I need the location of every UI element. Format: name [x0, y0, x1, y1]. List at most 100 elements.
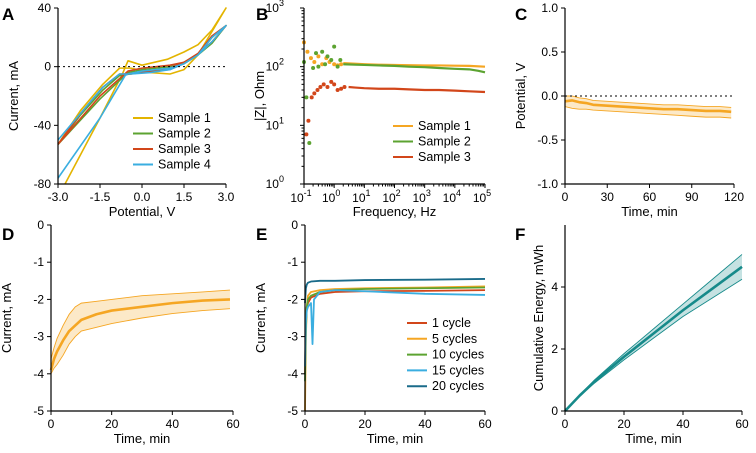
legend-entry: Sample 4	[158, 158, 211, 172]
plot-area	[304, 278, 486, 412]
legend-entry: Sample 1	[418, 119, 471, 133]
x-tick-label: 90	[685, 190, 699, 204]
panel-label: F	[515, 225, 525, 244]
y-tick-label: -1	[287, 255, 298, 269]
x-tick-base: 10	[412, 191, 426, 205]
x-tick-label: -1.5	[90, 190, 111, 204]
series-line	[348, 85, 486, 94]
y-tick-label: 0.0	[541, 89, 558, 103]
data-point	[308, 56, 313, 61]
y-tick-label: -5	[33, 404, 44, 418]
y-tick-label: 1.0	[541, 1, 558, 15]
x-tick-label: 0	[48, 417, 55, 431]
x-tick-label: 103	[412, 188, 430, 205]
mean-line	[564, 99, 732, 114]
x-tick-exponent: 5	[486, 188, 491, 198]
y-tick-exponent: 0	[279, 174, 284, 184]
panel-b-impedance: 10-1 100 101 102 103 104 105100101102103Freque…	[252, 0, 491, 219]
series-line	[343, 63, 486, 74]
y-tick-label: -1.0	[537, 177, 558, 191]
data-point	[304, 132, 309, 137]
x-tick-exponent: 0	[335, 188, 340, 198]
data-point	[312, 91, 317, 96]
x-tick-base: 10	[443, 191, 457, 205]
data-point	[323, 62, 328, 67]
data-point	[320, 49, 325, 54]
y-axis-label: Current, mA	[6, 61, 21, 131]
x-axis-label: Time, min	[114, 431, 171, 446]
plot-area	[564, 95, 732, 119]
data-point	[339, 62, 344, 67]
data-point	[316, 64, 321, 69]
x-tick-label: 120	[724, 190, 744, 204]
plot-area	[57, 7, 227, 185]
y-tick-label: -3	[33, 330, 44, 344]
legend-entry: 10 cycles	[432, 348, 484, 362]
data-point	[329, 79, 334, 84]
x-tick-exponent: -1	[304, 188, 312, 198]
panel-label: B	[256, 5, 268, 24]
data-point	[342, 85, 347, 90]
plot-area	[564, 254, 743, 412]
data-point	[311, 65, 316, 70]
mean-line	[49, 298, 231, 371]
band-lower-line	[50, 308, 231, 375]
x-tick-label: 60	[478, 417, 492, 431]
x-tick-label: -3.0	[48, 190, 69, 204]
data-point	[332, 62, 337, 67]
panel-label: C	[515, 5, 527, 24]
y-axis-label: Current, mA	[0, 283, 14, 353]
x-tick-label: 0	[562, 417, 569, 431]
data-point	[321, 82, 326, 87]
y-tick-base: 10	[266, 1, 280, 15]
data-point	[306, 118, 311, 123]
y-tick-label: 100	[266, 174, 284, 191]
x-tick-label: 1.5	[176, 190, 193, 204]
y-tick-label: 2	[551, 342, 558, 356]
y-tick-label: 101	[266, 115, 284, 132]
y-tick-label: -80	[34, 177, 52, 191]
y-tick-exponent: 3	[279, 0, 284, 8]
y-tick-label: -4	[287, 367, 298, 381]
data-point	[309, 95, 314, 100]
band-lower-line	[564, 278, 743, 412]
x-tick-label: 0	[302, 417, 309, 431]
x-tick-label: 40	[166, 417, 180, 431]
x-tick-exponent: 1	[366, 188, 371, 198]
y-tick-label: 103	[266, 0, 284, 15]
x-tick-exponent: 4	[456, 188, 461, 198]
panel-label: D	[2, 225, 14, 244]
y-tick-base: 10	[266, 177, 280, 191]
x-tick-label: 20	[617, 417, 631, 431]
panel-a-cyclic-voltammetry: -3.0 -1.5 0.0 1.5 3.0 -80 -40 0 40 Potential, V Cu…	[2, 1, 235, 219]
x-axis-label: Time, min	[621, 204, 678, 219]
y-tick-base: 10	[266, 118, 280, 132]
data-point	[318, 85, 323, 90]
legend-entry: Sample 1	[158, 111, 211, 125]
x-tick-label: 102	[382, 188, 400, 205]
confidence-band	[51, 290, 230, 374]
mean-line	[564, 265, 743, 412]
y-tick-label: -40	[34, 118, 52, 132]
data-point	[339, 86, 344, 91]
data-point	[314, 51, 319, 56]
panel-e-cycle-current: 0 20 40 60 -5 -4 -3 -2 -1 0 Time, min Current, mA E 1…	[253, 218, 492, 446]
y-tick-label: -2	[33, 292, 44, 306]
x-tick-label: 3.0	[218, 190, 235, 204]
data-point	[332, 44, 337, 49]
band-lower-line	[564, 106, 732, 119]
x-tick-label: 104	[443, 188, 461, 205]
data-point	[305, 49, 310, 54]
x-tick-label: 20	[358, 417, 372, 431]
y-tick-label: 0	[44, 60, 51, 74]
legend-entry: 5 cycles	[432, 332, 477, 346]
y-tick-base: 10	[266, 60, 280, 74]
x-tick-label: 105	[473, 188, 491, 205]
band-upper-line	[50, 289, 231, 360]
y-tick-exponent: 1	[279, 115, 284, 125]
y-tick-label: -1	[33, 255, 44, 269]
y-tick-label: 0.5	[541, 45, 558, 59]
data-point	[329, 57, 334, 62]
data-point	[335, 64, 340, 69]
